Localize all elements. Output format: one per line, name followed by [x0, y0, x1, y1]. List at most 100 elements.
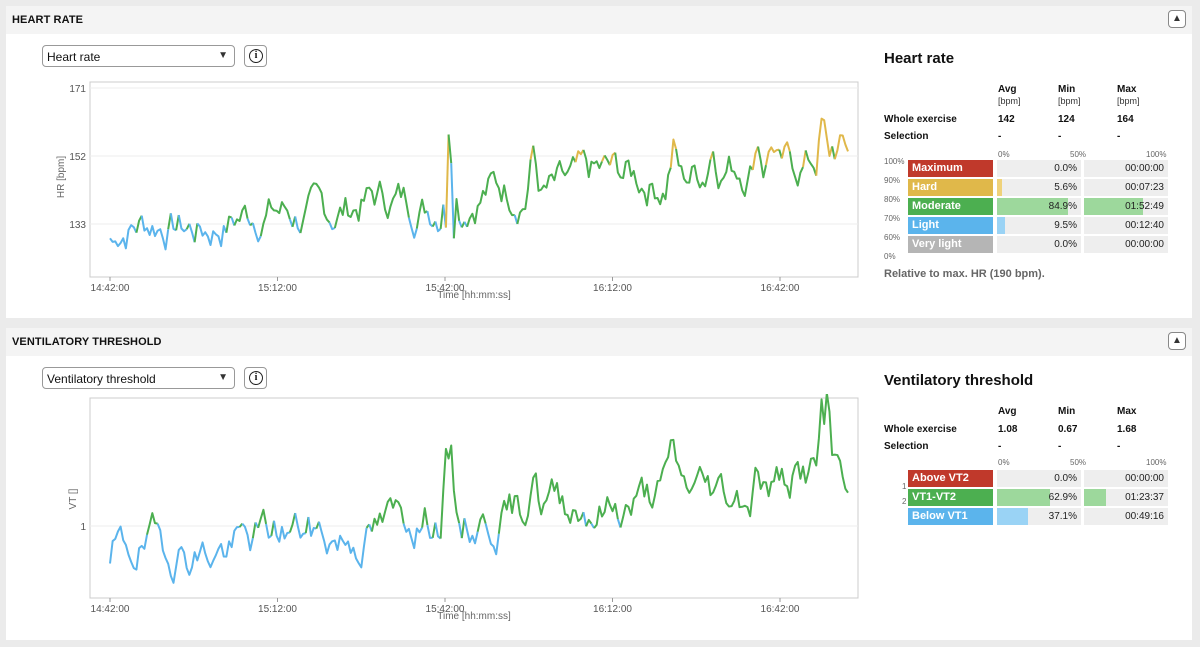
stat-value: -: [1117, 441, 1121, 452]
y-tick-label: 152: [69, 152, 86, 163]
zone-bar: 62.9%: [997, 489, 1081, 506]
ventilatory-threshold-chart[interactable]: 1 14:42:00 15:12:00 15:42:00 16:12:00 16:42:0…: [36, 394, 866, 634]
zone-label: Very light: [908, 236, 993, 253]
series-line: [156, 523, 240, 584]
metric-select[interactable]: Heart rate ▼: [42, 45, 235, 67]
zone-label: Moderate: [908, 198, 993, 215]
panel-title: Ventilatory threshold: [884, 372, 1034, 389]
series-line: [614, 152, 672, 207]
zone-bar: 37.1%: [997, 508, 1081, 525]
column-unit: [bpm]: [1058, 96, 1081, 106]
series-line: [802, 150, 807, 168]
heart-rate-chart[interactable]: 171 152 133 14:42:00 15:12:00 15:42:00 16:12:0…: [36, 72, 866, 312]
zone-side-scale: 1: [902, 482, 907, 491]
series-line: [585, 518, 593, 527]
stat-value: 0.67: [1058, 424, 1078, 435]
column-header: Min: [1058, 84, 1076, 95]
zone-time: 00:00:00: [1125, 239, 1164, 250]
zone-bar-fill: [997, 508, 1028, 525]
x-axis-label: Time [hh:mm:ss]: [437, 611, 511, 622]
collapse-button[interactable]: ▲: [1168, 10, 1186, 28]
info-button[interactable]: i: [244, 45, 267, 67]
x-tick-label: 16:42:00: [761, 283, 800, 294]
zone-time: 00:12:40: [1125, 220, 1164, 231]
scale-label: 0%: [998, 150, 1010, 159]
column-header: Min: [1058, 406, 1076, 417]
y-tick-label: 1: [80, 522, 86, 533]
series-line: [582, 511, 588, 527]
info-button[interactable]: i: [244, 367, 267, 389]
collapse-button[interactable]: ▲: [1168, 332, 1186, 350]
zone-label: Hard: [908, 179, 993, 196]
select-value: Heart rate: [47, 50, 101, 64]
footnote: Relative to max. HR (190 bpm).: [884, 268, 1045, 280]
stat-value: 1.08: [998, 424, 1018, 435]
column-header: Max: [1117, 406, 1137, 417]
stat-value: 164: [1117, 114, 1134, 125]
stat-value: -: [998, 441, 1002, 452]
series-line: [426, 210, 434, 228]
zone-label: Maximum: [908, 160, 993, 177]
series-line: [188, 223, 196, 243]
zone-percent: 5.6%: [1054, 182, 1077, 193]
zone-time: 01:23:37: [1125, 492, 1164, 503]
zone-percent-scale: 0%: [884, 252, 896, 261]
series-line: [712, 151, 754, 197]
zone-bar-fill: [997, 217, 1005, 234]
ventilatory-threshold-section: VENTILATORY THRESHOLD ▲ Ventilatory thre…: [6, 328, 1192, 640]
series-line: [516, 159, 532, 225]
series-line: [815, 117, 834, 176]
y-axis-label: HR [bpm]: [56, 156, 67, 198]
zone-percent-scale: 60%: [884, 233, 901, 242]
series-line: [484, 523, 500, 556]
zone-bar: 9.5%: [997, 217, 1081, 234]
stat-value: -: [1117, 131, 1121, 142]
zone-percent: 0.0%: [1054, 163, 1077, 174]
zone-label: Above VT2: [908, 470, 993, 487]
y-tick-label: 133: [69, 220, 86, 231]
zone-label: Light: [908, 217, 993, 234]
series-line: [265, 523, 272, 539]
y-axis-label: VT []: [68, 488, 79, 509]
zone-side-scale: 2: [902, 497, 907, 506]
zone-percent: 9.5%: [1054, 220, 1077, 231]
series-line: [196, 222, 228, 248]
x-axis-label: Time [hh:mm:ss]: [437, 290, 511, 301]
column-header: Max: [1117, 84, 1137, 95]
scale-label: 100%: [1146, 150, 1167, 159]
series-line: [804, 150, 818, 177]
series-line: [415, 198, 428, 229]
plot-area: [89, 81, 859, 278]
info-icon: i: [249, 371, 263, 385]
x-tick-label: 15:42:00: [426, 604, 465, 615]
series-line: [257, 508, 268, 529]
series-line: [593, 496, 619, 529]
series-line: [669, 138, 678, 168]
zone-percent: 0.0%: [1054, 239, 1077, 250]
chevron-down-icon: ▼: [218, 50, 228, 61]
series-line: [426, 524, 433, 539]
series-line: [193, 223, 199, 243]
stat-row-label: Selection: [884, 441, 929, 452]
zone-time: 00:00:00: [1125, 163, 1164, 174]
metric-select[interactable]: Ventilatory threshold ▼: [42, 367, 235, 389]
series-line: [273, 520, 291, 543]
zone-percent: 0.0%: [1054, 473, 1077, 484]
series-line: [299, 182, 331, 234]
series-line: [444, 134, 450, 228]
x-tick-label: 16:12:00: [593, 604, 632, 615]
stat-row-label: Whole exercise: [884, 114, 957, 125]
series-line: [619, 394, 849, 528]
series-line: [574, 149, 585, 163]
series-line: [241, 522, 254, 552]
series-line: [833, 134, 849, 160]
series-line: [146, 512, 158, 535]
scale-label: 100%: [1146, 458, 1167, 467]
info-icon: i: [249, 49, 263, 63]
series-line: [294, 512, 307, 539]
x-tick-label: 14:42:00: [91, 604, 130, 615]
series-line: [460, 518, 466, 539]
series-line: [751, 146, 759, 171]
column-header: Avg: [998, 406, 1017, 417]
column-header: Avg: [998, 84, 1017, 95]
